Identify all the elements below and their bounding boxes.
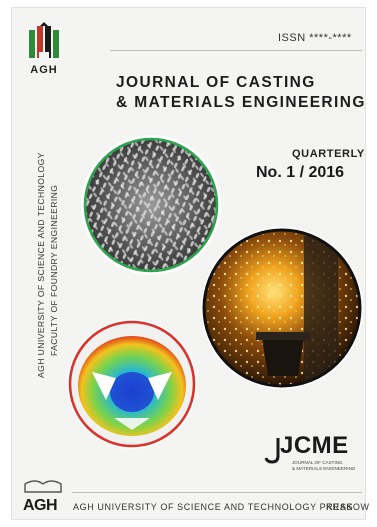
jcme-logo: JCME JOURNAL OF CASTING & MATERIALS ENGI… <box>264 432 364 482</box>
issue-number: No. 1 / 2016 <box>256 164 345 181</box>
vertical-affiliation-line-2: FACULTY OF FOUNDRY ENGINEERING <box>49 185 59 356</box>
jcme-logo-text: JCME <box>280 432 349 459</box>
agh-press-logo-text: AGH <box>23 497 57 514</box>
foundry-pouring-image <box>200 226 364 390</box>
simulation-image <box>66 318 198 450</box>
publisher-city: KRAKOW <box>326 502 370 512</box>
journal-title-line-1: JOURNAL OF CASTING <box>116 74 316 91</box>
footer-divider <box>72 492 362 493</box>
agh-emblem-icon <box>27 22 61 60</box>
microstructure-image <box>80 134 222 276</box>
vertical-affiliation-line-1: AGH UNIVERSITY OF SCIENCE AND TECHNOLOGY <box>36 152 46 378</box>
agh-logo-text: AGH <box>30 64 58 76</box>
journal-title-line-2: & MATERIALS ENGINEERING <box>116 94 366 111</box>
agh-press-emblem-icon: AGH <box>21 478 65 514</box>
issn-text: ISSN ****-**** <box>278 32 352 44</box>
header-divider <box>110 50 362 51</box>
frequency-label: QUARTERLY <box>292 148 365 160</box>
jcme-subtitle-2: & MATERIALS ENGINEERING <box>292 466 356 471</box>
publisher-name: AGH UNIVERSITY OF SCIENCE AND TECHNOLOGY… <box>73 502 354 512</box>
vertical-affiliation: AGH UNIVERSITY OF SCIENCE AND TECHNOLOGY… <box>28 110 78 380</box>
jcme-hook-icon <box>264 438 280 464</box>
jcme-subtitle-1: JOURNAL OF CASTING <box>292 460 343 465</box>
